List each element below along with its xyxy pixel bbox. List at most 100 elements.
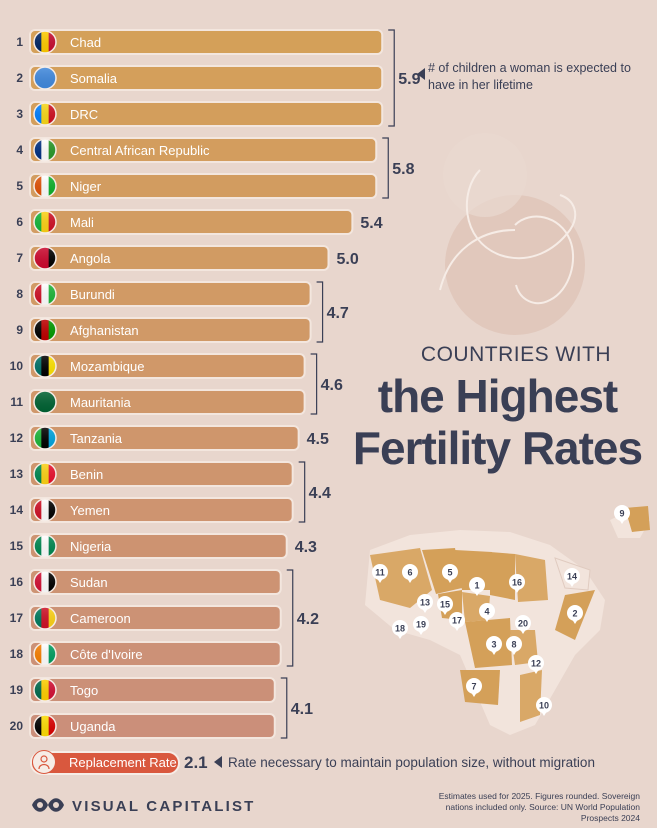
map-pin	[506, 636, 522, 652]
title-line-2: the Highest	[377, 370, 618, 422]
map-pin	[417, 594, 433, 610]
replacement-rate-value: 2.1	[184, 753, 208, 772]
flag-icon	[33, 390, 57, 414]
bar	[29, 569, 282, 595]
value-label: 4.3	[295, 539, 317, 556]
map-pin	[413, 616, 429, 632]
map-pin-number: 1	[474, 581, 479, 591]
map-pin	[479, 603, 495, 619]
legend-note: # of children a woman is expected to hav…	[428, 61, 631, 92]
map-pin	[437, 596, 453, 612]
rank-label: 14	[10, 503, 24, 517]
flag-ring	[33, 714, 57, 738]
map-pin-number: 8	[511, 640, 516, 650]
replacement-rate-note: Rate necessary to maintain population si…	[228, 755, 595, 770]
country-label: Mozambique	[70, 359, 144, 374]
flag-icon	[33, 498, 57, 522]
flag-ring	[33, 534, 57, 558]
map-pin	[486, 636, 502, 652]
flag-ring	[33, 210, 57, 234]
map-pin-number: 18	[395, 624, 405, 634]
bar	[29, 713, 276, 739]
flag-icon	[33, 570, 57, 594]
country-label: Nigeria	[70, 539, 112, 554]
flag-icon	[33, 606, 57, 630]
rank-label: 1	[16, 35, 23, 49]
rank-label: 12	[10, 431, 24, 445]
flag-ring	[33, 606, 57, 630]
flag-icon	[33, 678, 57, 702]
rank-label: 8	[16, 287, 23, 301]
rank-label: 6	[16, 215, 23, 229]
rank-label: 13	[10, 467, 24, 481]
map-pin-number: 20	[518, 619, 528, 629]
illustration-circle-small	[443, 133, 527, 217]
rank-label: 7	[16, 251, 23, 265]
country-label: Chad	[70, 35, 101, 50]
flag-ring	[33, 66, 57, 90]
country-label: Niger	[70, 179, 102, 194]
bar	[29, 209, 354, 235]
visual-capitalist-logo-icon	[32, 798, 64, 812]
rank-label: 3	[16, 107, 23, 121]
flag-icon	[33, 138, 57, 162]
bar	[29, 533, 288, 559]
map-pin-number: 11	[375, 568, 385, 578]
bar	[29, 641, 282, 667]
bar	[29, 497, 294, 523]
flag-icon	[33, 534, 57, 558]
flag-ring	[33, 426, 57, 450]
brand-name: VISUAL CAPITALIST	[72, 798, 256, 815]
map-region-mauritania	[370, 548, 432, 608]
title-main: the Highest Fertility Rates	[345, 370, 650, 474]
map-region-mali	[422, 548, 462, 594]
rank-label: 5	[16, 179, 23, 193]
map-region-afghanistan	[625, 506, 650, 532]
illustration-line	[514, 215, 575, 305]
bar	[29, 281, 312, 307]
flag-icon	[33, 462, 57, 486]
country-label: Yemen	[70, 503, 110, 518]
bar	[29, 65, 384, 91]
value-label: 5.4	[360, 215, 382, 232]
country-label: Mauritania	[70, 395, 131, 410]
flag-icon	[33, 282, 57, 306]
map-pin-number: 4	[484, 607, 489, 617]
rank-label: 4	[16, 143, 23, 157]
illustration-line	[439, 229, 516, 291]
map-pin	[469, 577, 485, 593]
country-label: Uganda	[70, 719, 116, 734]
map-pin-number: 10	[539, 701, 549, 711]
flag-ring	[33, 282, 57, 306]
value-label: 4.1	[291, 701, 313, 718]
country-label: Côte d'Ivoire	[70, 647, 143, 662]
country-label: Somalia	[70, 71, 118, 86]
group-bracket	[298, 461, 306, 523]
map-pin	[528, 655, 544, 671]
rank-label: 10	[10, 359, 24, 373]
map-pin-number: 17	[452, 616, 462, 626]
map-pin-number: 2	[572, 609, 577, 619]
bar	[29, 317, 312, 343]
flag-icon	[33, 210, 57, 234]
rank-label: 20	[10, 719, 24, 733]
title-line-3: Fertility Rates	[352, 422, 643, 474]
baby-glyph	[38, 755, 50, 770]
map-pin-number: 16	[512, 578, 522, 588]
flag-ring	[33, 642, 57, 666]
flag-ring	[33, 462, 57, 486]
flag-ring	[33, 390, 57, 414]
rank-label: 9	[16, 323, 23, 337]
flag-icon	[33, 30, 57, 54]
bar	[29, 677, 276, 703]
map-pin-number: 3	[491, 640, 496, 650]
country-label: Tanzania	[70, 431, 123, 446]
rank-label: 16	[10, 575, 24, 589]
group-brackets: 5.9 5.8 5.4 5.0 4.7 4.6 4.5 4.4 4.3 4.2 4.1	[280, 29, 421, 739]
map-region-chad	[490, 552, 515, 600]
country-label: Angola	[70, 251, 111, 266]
group-bracket	[316, 281, 324, 343]
country-label: Togo	[70, 683, 98, 698]
flag-icon	[33, 354, 57, 378]
